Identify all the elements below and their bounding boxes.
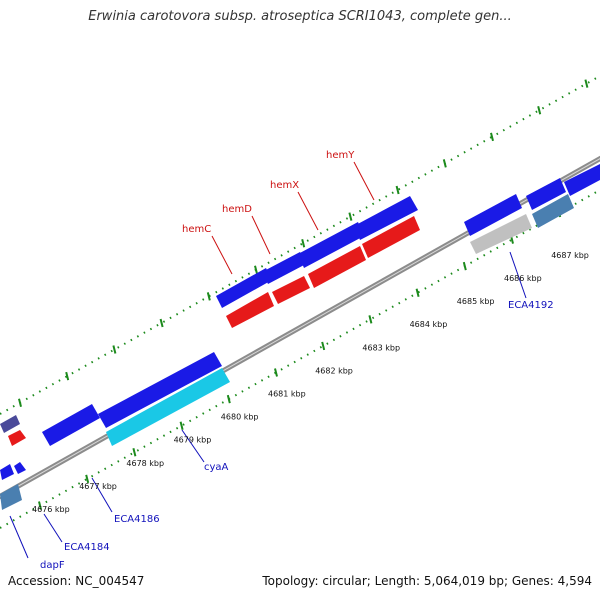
major-tick	[65, 371, 70, 381]
gene-feature[interactable]	[42, 404, 100, 446]
gene-feature[interactable]	[526, 178, 566, 210]
scale-label: 4681 kbp	[268, 390, 306, 399]
major-ticks-outer	[18, 79, 589, 407]
gene-feature[interactable]	[226, 292, 274, 328]
gene-feature[interactable]	[216, 268, 272, 308]
major-tick	[462, 261, 467, 271]
gene-feature[interactable]	[470, 214, 532, 254]
major-tick	[415, 288, 420, 297]
major-tick	[132, 448, 137, 457]
map-title: Erwinia carotovora subsp. atroseptica SC…	[88, 9, 512, 24]
gene-feature[interactable]	[564, 164, 600, 196]
gene-label[interactable]: cyaA	[204, 462, 229, 473]
tick-track-inner	[0, 189, 600, 529]
gene-labels: hemC hemD hemX hemY dapF ECA4184 ECA4186…	[40, 150, 554, 571]
gene-label[interactable]: hemD	[222, 204, 252, 215]
gene-feature[interactable]	[106, 368, 230, 446]
gene-label[interactable]: hemY	[326, 150, 355, 161]
gene-label[interactable]: ECA4186	[114, 514, 160, 525]
scale-label: 4687 kbp	[551, 251, 589, 260]
major-tick	[442, 159, 447, 168]
major-tick	[179, 421, 184, 430]
scale-label: 4679 kbp	[174, 436, 212, 445]
major-tick	[537, 106, 542, 115]
major-tick	[226, 394, 231, 404]
major-tick	[368, 315, 373, 324]
gene-feature[interactable]	[464, 194, 522, 236]
scale-label: 4683 kbp	[362, 343, 400, 352]
scale-label: 4684 kbp	[410, 320, 448, 329]
major-tick	[254, 265, 258, 275]
gene-feature[interactable]	[298, 222, 364, 268]
gene-feature[interactable]	[0, 464, 14, 480]
gene-feature[interactable]	[308, 246, 366, 288]
scale-labels: 4676 kbp 4677 kbp 4678 kbp 4679 kbp 4680 kbp…	[32, 251, 589, 514]
scale-label: 4677 kbp	[79, 482, 117, 491]
gene-feature[interactable]	[532, 194, 574, 228]
major-tick	[348, 212, 353, 221]
major-tick	[18, 398, 22, 407]
gene-label[interactable]: dapF	[40, 560, 65, 571]
scale-label: 4686 kbp	[504, 274, 542, 283]
gene-feature[interactable]	[362, 216, 420, 258]
gene-feature[interactable]	[262, 252, 306, 284]
major-tick	[112, 345, 117, 354]
major-tick	[274, 368, 278, 377]
major-tick	[206, 292, 211, 301]
scale-label: 4685 kbp	[457, 297, 495, 306]
gene-feature[interactable]	[272, 276, 310, 304]
gene-label[interactable]: hemC	[182, 224, 211, 235]
genome-summary-text: Topology: circular; Length: 5,064,019 bp…	[262, 574, 592, 588]
tick-track-outer	[0, 75, 600, 415]
gene-feature[interactable]	[14, 462, 26, 474]
gene-label[interactable]: ECA4184	[64, 542, 110, 553]
major-tick	[395, 185, 400, 195]
major-tick	[584, 79, 589, 88]
label-leaders	[9, 161, 527, 559]
scale-label: 4680 kbp	[221, 413, 259, 422]
gene-feature[interactable]	[98, 352, 222, 428]
major-tick	[321, 341, 326, 351]
gene-feature[interactable]	[0, 484, 22, 510]
scale-label: 4678 kbp	[126, 459, 164, 468]
gene-feature[interactable]	[0, 415, 20, 433]
gene-feature[interactable]	[354, 196, 418, 240]
major-tick	[38, 501, 42, 510]
accession-text: Accession: NC_004547	[8, 574, 145, 588]
major-tick	[85, 474, 90, 484]
major-tick	[301, 238, 306, 248]
gene-label[interactable]: hemX	[270, 180, 299, 191]
major-tick	[490, 132, 494, 142]
gene-label[interactable]: ECA4192	[508, 300, 554, 311]
gene-feature[interactable]	[8, 430, 26, 446]
gene-features[interactable]	[0, 164, 600, 510]
scale-label: 4682 kbp	[315, 366, 353, 375]
major-tick	[159, 318, 164, 328]
scale-label: 4676 kbp	[32, 505, 70, 514]
